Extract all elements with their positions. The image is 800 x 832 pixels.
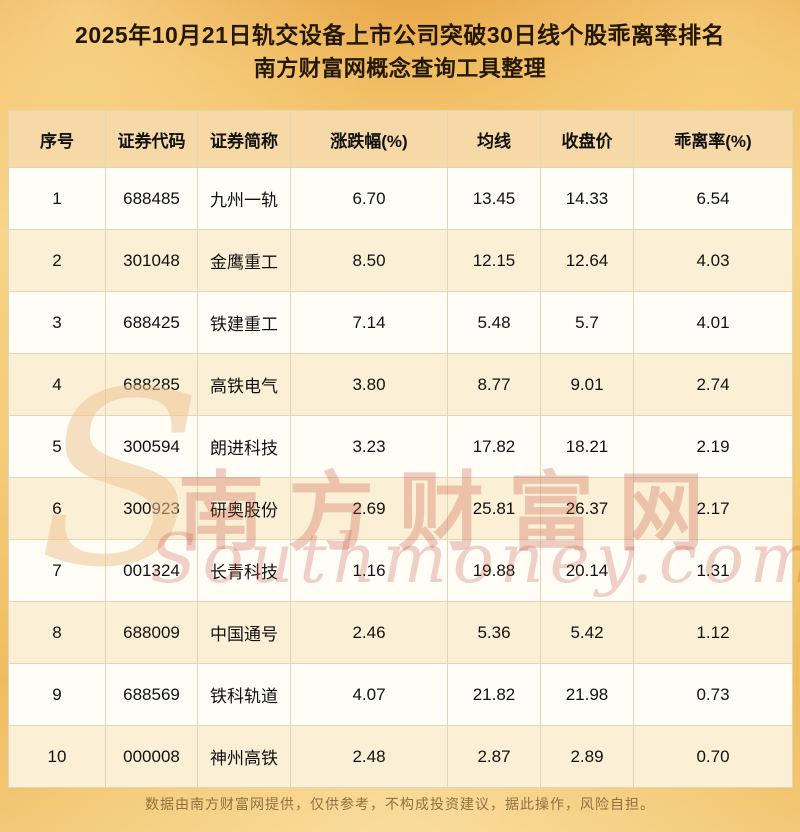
table-cell-col6: 1.31 [633,539,793,602]
table-cell-col0: 9 [8,663,106,726]
table-cell-col5: 20.14 [540,539,634,602]
column-header-1: 证券代码 [105,110,198,168]
table-row: 5 300594 朗进科技 3.23 17.82 18.21 2.19 [8,415,793,478]
table-body: 1 688485 九州一轨 6.70 13.45 14.33 6.54 2 301048 金鹰重工… [8,167,793,788]
table-cell-col2: 铁科轨道 [197,663,291,726]
table-cell-col4: 25.81 [447,477,541,540]
stock-table: 序号 证券代码 证券简称 涨跌幅(%) 均线 收盘价 乖离率(%) 1 688485 九州一轨 6… [8,110,793,788]
table-cell-col0: 8 [8,601,106,664]
column-header-0: 序号 [8,110,106,168]
table-cell-col2: 金鹰重工 [197,229,291,292]
table-cell-col3: 3.23 [290,415,448,478]
table-row: 2 301048 金鹰重工 8.50 12.15 12.64 4.03 [8,229,793,292]
table-cell-col4: 13.45 [447,167,541,230]
table-cell-col2: 神州高铁 [197,725,291,788]
table-cell-col5: 26.37 [540,477,634,540]
table-row: 4 688285 高铁电气 3.80 8.77 9.01 2.74 [8,353,793,416]
disclaimer-text: 数据由南方财富网提供，仅供参考，不构成投资建议，据此操作，风险自担。 [145,796,655,812]
table-cell-col4: 5.36 [447,601,541,664]
column-header-5: 收盘价 [540,110,634,168]
column-header-2: 证券简称 [197,110,291,168]
column-header-4: 均线 [447,110,541,168]
table-cell-col5: 12.64 [540,229,634,292]
table-cell-col1: 300923 [105,477,198,540]
table-cell-col1: 688569 [105,663,198,726]
table-cell-col1: 688425 [105,291,198,354]
table-cell-col3: 3.80 [290,353,448,416]
table-cell-col6: 4.03 [633,229,793,292]
table-cell-col1: 000008 [105,725,198,788]
table-cell-col5: 5.42 [540,601,634,664]
table-cell-col0: 6 [8,477,106,540]
table-cell-col6: 0.70 [633,725,793,788]
column-header-3: 涨跌幅(%) [290,110,448,168]
table-cell-col3: 8.50 [290,229,448,292]
table-cell-col0: 2 [8,229,106,292]
table-cell-col0: 4 [8,353,106,416]
table-cell-col5: 2.89 [540,725,634,788]
table-cell-col6: 2.17 [633,477,793,540]
table-cell-col0: 7 [8,539,106,602]
table-cell-col4: 8.77 [447,353,541,416]
table-cell-col6: 2.19 [633,415,793,478]
table-cell-col6: 0.73 [633,663,793,726]
table-cell-col2: 九州一轨 [197,167,291,230]
table-cell-col2: 铁建重工 [197,291,291,354]
table-cell-col2: 中国通号 [197,601,291,664]
table-cell-col5: 14.33 [540,167,634,230]
table-cell-col6: 6.54 [633,167,793,230]
table-row: 8 688009 中国通号 2.46 5.36 5.42 1.12 [8,601,793,664]
table-head-row: 序号 证券代码 证券简称 涨跌幅(%) 均线 收盘价 乖离率(%) [8,110,793,168]
table-cell-col1: 300594 [105,415,198,478]
table-cell-col4: 5.48 [447,291,541,354]
table-row: 6 300923 研奥股份 2.69 25.81 26.37 2.17 [8,477,793,540]
table-cell-col2: 高铁电气 [197,353,291,416]
table-cell-col2: 长青科技 [197,539,291,602]
page-title: 2025年10月21日轨交设备上市公司突破30日线个股乖离率排名 [75,22,725,48]
table-cell-col1: 001324 [105,539,198,602]
table-cell-col4: 19.88 [447,539,541,602]
title-block: 2025年10月21日轨交设备上市公司突破30日线个股乖离率排名 南方财富网概念… [0,18,800,86]
table-cell-col3: 6.70 [290,167,448,230]
table-cell-col2: 朗进科技 [197,415,291,478]
table-cell-col6: 2.74 [633,353,793,416]
table-cell-col3: 4.07 [290,663,448,726]
table-cell-col1: 688009 [105,601,198,664]
table-row: 9 688569 铁科轨道 4.07 21.82 21.98 0.73 [8,663,793,726]
table-cell-col5: 18.21 [540,415,634,478]
table-cell-col0: 5 [8,415,106,478]
table-row: 7 001324 长青科技 1.16 19.88 20.14 1.31 [8,539,793,602]
page-subtitle: 南方财富网概念查询工具整理 [253,56,547,81]
table-cell-col0: 10 [8,725,106,788]
table-cell-col2: 研奥股份 [197,477,291,540]
table-cell-col5: 9.01 [540,353,634,416]
table-cell-col3: 7.14 [290,291,448,354]
table-row: 1 688485 九州一轨 6.70 13.45 14.33 6.54 [8,167,793,230]
table-cell-col4: 21.82 [447,663,541,726]
table-cell-col0: 1 [8,167,106,230]
table-cell-col3: 1.16 [290,539,448,602]
table-row: 3 688425 铁建重工 7.14 5.48 5.7 4.01 [8,291,793,354]
table-cell-col3: 2.46 [290,601,448,664]
table-cell-col6: 4.01 [633,291,793,354]
table-cell-col5: 5.7 [540,291,634,354]
table-header: 序号 证券代码 证券简称 涨跌幅(%) 均线 收盘价 乖离率(%) [8,110,793,168]
table-cell-col3: 2.69 [290,477,448,540]
table-cell-col4: 12.15 [447,229,541,292]
table-row: 10 000008 神州高铁 2.48 2.87 2.89 0.70 [8,725,793,788]
table-cell-col6: 1.12 [633,601,793,664]
column-header-6: 乖离率(%) [633,110,793,168]
table-cell-col4: 2.87 [447,725,541,788]
table-cell-col1: 688285 [105,353,198,416]
table-cell-col4: 17.82 [447,415,541,478]
table-cell-col5: 21.98 [540,663,634,726]
table-cell-col1: 688485 [105,167,198,230]
table-cell-col1: 301048 [105,229,198,292]
table-cell-col3: 2.48 [290,725,448,788]
table-cell-col0: 3 [8,291,106,354]
